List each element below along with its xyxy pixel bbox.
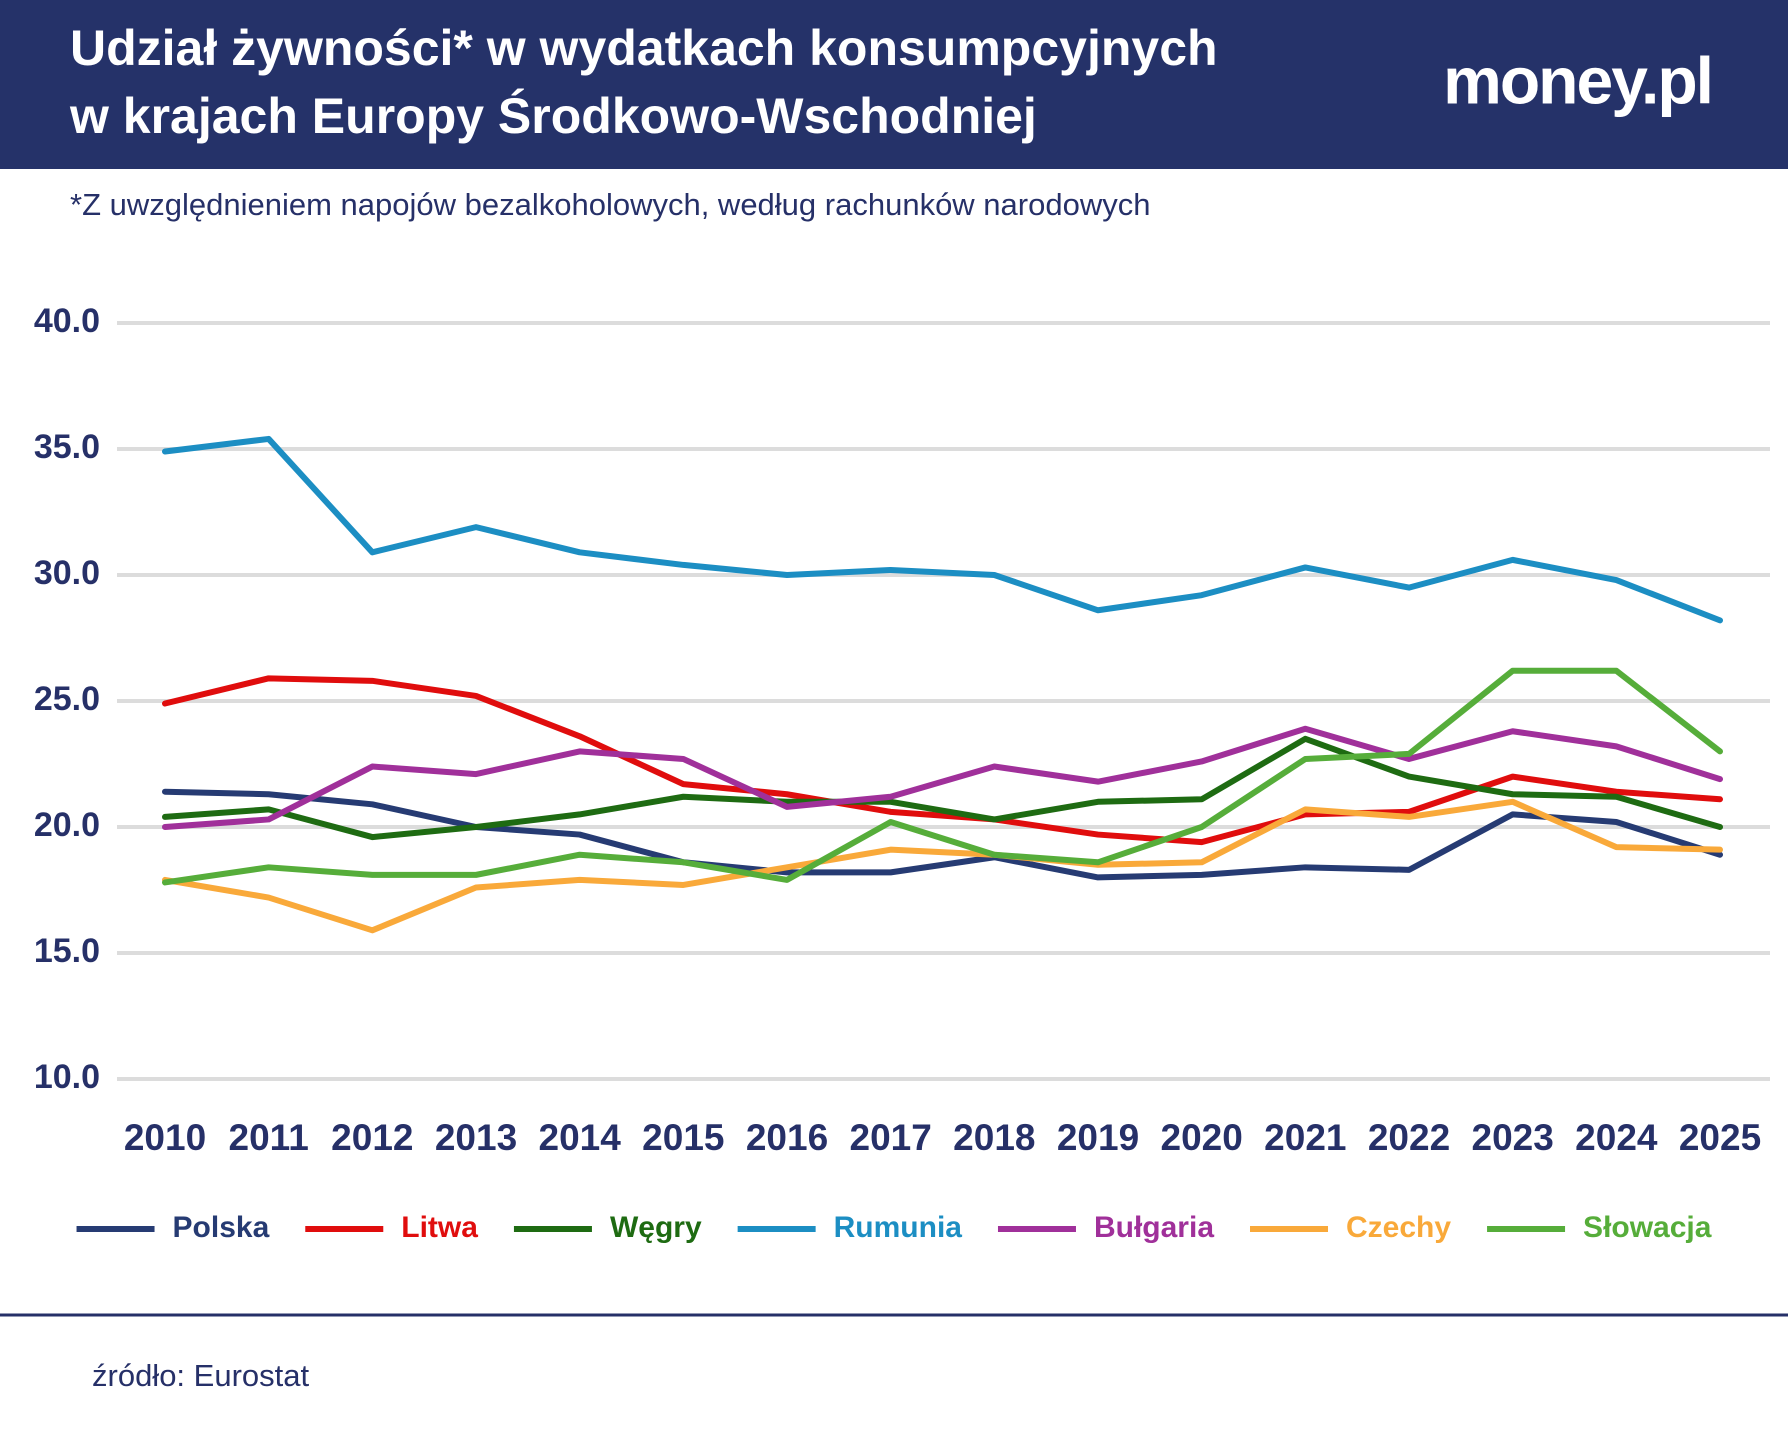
y-tick-label: 30.0 <box>34 554 100 592</box>
legend-label: Litwa <box>401 1211 478 1244</box>
legend-label: Polska <box>173 1211 270 1244</box>
series-line <box>162 725 1723 830</box>
legend-label: Bułgaria <box>1094 1211 1214 1244</box>
y-tick-label: 35.0 <box>34 428 100 466</box>
source: źródło: Eurostat <box>92 1358 309 1393</box>
subtitle: *Z uwzględnieniem napojów bezalkoholowyc… <box>70 187 1150 222</box>
logo: money.pl <box>1443 43 1712 117</box>
y-tick-label: 20.0 <box>34 806 100 844</box>
header <box>0 0 1788 169</box>
x-tick-label: 2023 <box>1472 1117 1554 1158</box>
x-tick-label: 2019 <box>1057 1117 1139 1158</box>
legend-label: Rumunia <box>834 1211 963 1244</box>
y-tick-label: 15.0 <box>34 932 100 970</box>
x-tick-label: 2011 <box>229 1117 309 1158</box>
series-line <box>162 798 1723 934</box>
y-tick-label: 25.0 <box>34 680 100 718</box>
x-tick-label: 2020 <box>1161 1117 1243 1158</box>
x-tick-label: 2017 <box>850 1117 932 1158</box>
legend: Polska Litwa Węgry Rumunia Bułgaria Czechy Sło… <box>76 1211 1712 1244</box>
legend-label: Węgry <box>610 1211 702 1244</box>
series-line <box>162 667 1723 886</box>
series-line <box>162 788 1723 881</box>
x-tick-label: 2021 <box>1264 1117 1346 1158</box>
x-tick-label: 2024 <box>1575 1117 1658 1158</box>
x-tick-label: 2016 <box>746 1117 828 1158</box>
x-tick-label: 2015 <box>642 1117 724 1158</box>
x-tick-label: 2010 <box>124 1117 206 1158</box>
x-tick-label: 2012 <box>331 1117 413 1158</box>
series-line <box>162 435 1723 624</box>
y-tick-label: 10.0 <box>34 1058 100 1096</box>
y-tick-label: 40.0 <box>34 302 100 340</box>
legend-label: Słowacja <box>1583 1211 1712 1244</box>
x-tick-label: 2025 <box>1679 1117 1761 1158</box>
x-tick-label: 2018 <box>953 1117 1035 1158</box>
chart-title: Udział żywności* w wydatkach konsumpcyjn… <box>70 20 1218 76</box>
series-line <box>162 675 1723 846</box>
legend-label: Czechy <box>1346 1211 1451 1244</box>
x-tick-label: 2022 <box>1368 1117 1450 1158</box>
chart-title: w krajach Europy Środkowo-Wschodniej <box>69 88 1037 144</box>
series-line <box>162 735 1723 841</box>
x-tick-label: 2014 <box>539 1117 622 1158</box>
x-tick-label: 2013 <box>435 1117 517 1158</box>
